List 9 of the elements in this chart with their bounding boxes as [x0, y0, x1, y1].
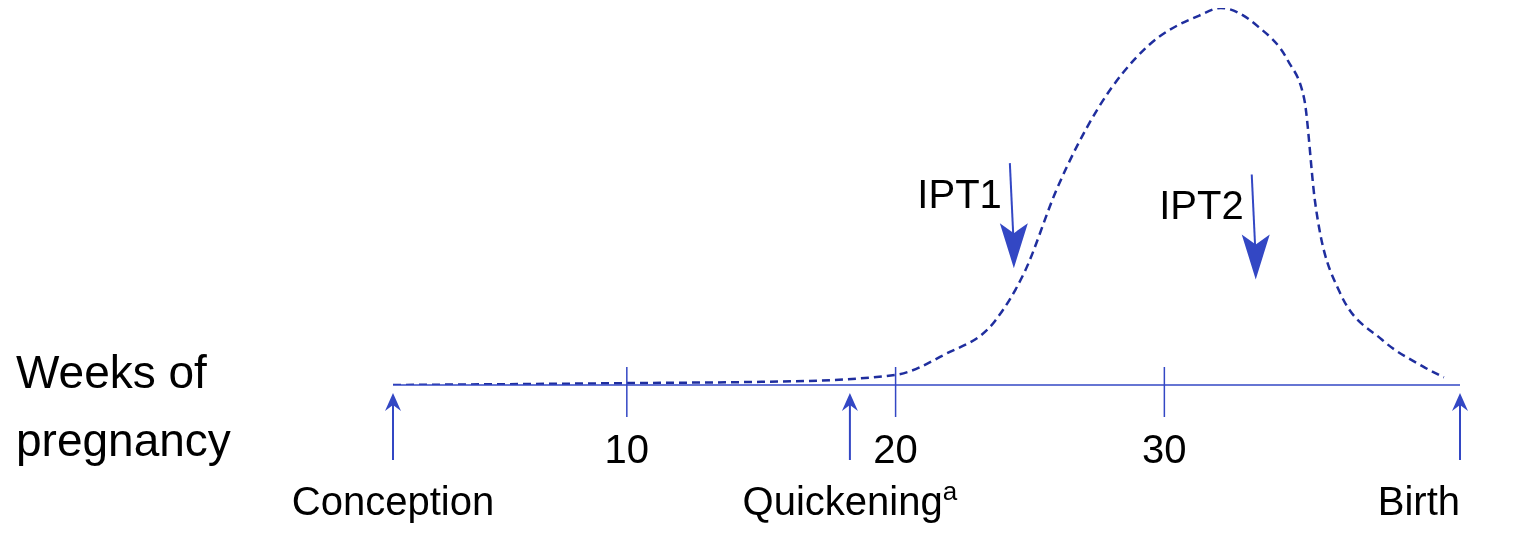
x-tick-label: 20 — [873, 427, 918, 471]
annotation: IPT1 — [917, 172, 1002, 217]
annotation: IPT2 — [1159, 183, 1244, 228]
text: Quickening$^{a}$ — [742, 476, 958, 523]
text: Conception — [291, 479, 495, 523]
x-axis-title: Weeks of pregnancy — [16, 345, 232, 468]
text: Birth — [1377, 479, 1460, 523]
x-tick-label: 30 — [1142, 427, 1187, 471]
x-tick-label: 10 — [604, 427, 650, 471]
